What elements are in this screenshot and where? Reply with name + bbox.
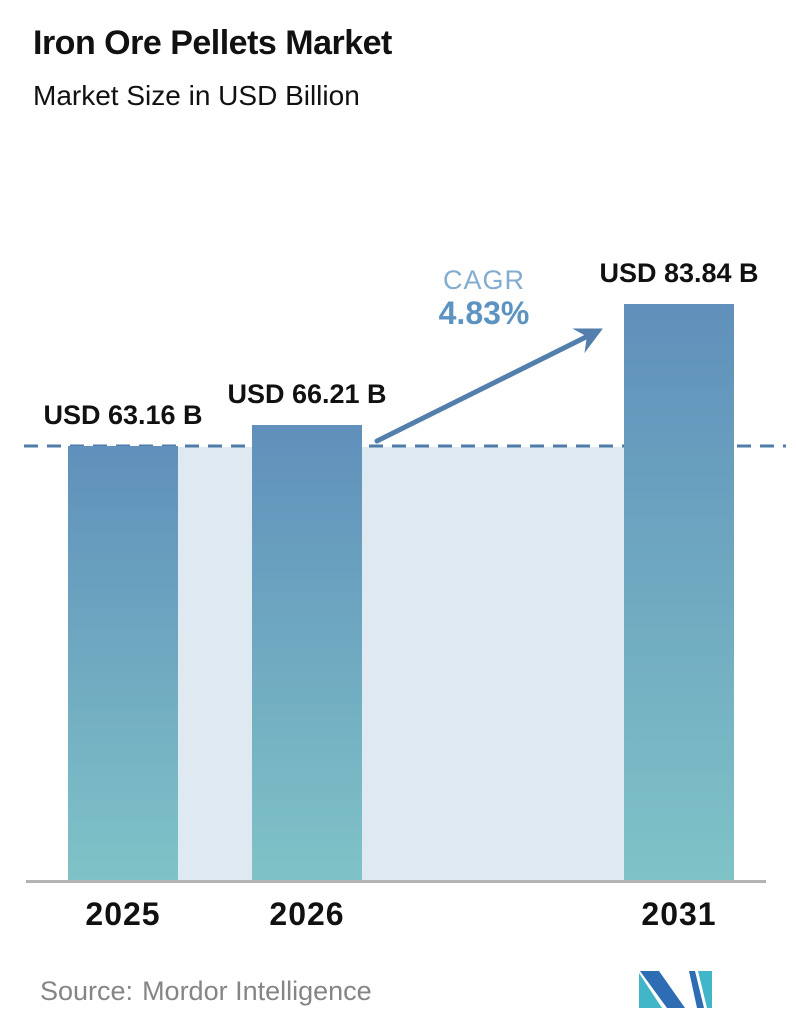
bar-value-label: USD 63.16 B <box>43 400 203 430</box>
chart-subtitle: Market Size in USD Billion <box>33 80 360 111</box>
cagr-label: CAGR <box>442 265 525 295</box>
cagr-annotation: CAGR 4.83% <box>384 264 584 330</box>
x-tick-label-2025: 2025 <box>85 896 161 932</box>
bar-2026: USD 66.21 B <box>227 379 387 881</box>
source-label: Source: <box>40 976 134 1006</box>
x-axis-line <box>26 880 766 883</box>
source-name: Mordor Intelligence <box>142 976 372 1006</box>
bar-value-label: USD 66.21 B <box>227 379 387 409</box>
bar-2031: USD 83.84 B <box>599 258 759 881</box>
bar-value-label: USD 83.84 B <box>599 257 759 288</box>
cagr-value: 4.83% <box>438 295 530 331</box>
mordor-intelligence-logo-icon <box>639 971 712 1008</box>
cagr-arrow-icon <box>374 328 603 444</box>
x-tick-label-2026: 2026 <box>269 896 345 932</box>
x-tick-label-2031: 2031 <box>641 896 717 932</box>
source-note: Source: Mordor Intelligence <box>40 976 372 1007</box>
chart-title: Iron Ore Pellets Market <box>33 24 392 62</box>
bar-2025: USD 63.16 B <box>43 400 203 881</box>
reference-area-fill <box>178 447 624 881</box>
